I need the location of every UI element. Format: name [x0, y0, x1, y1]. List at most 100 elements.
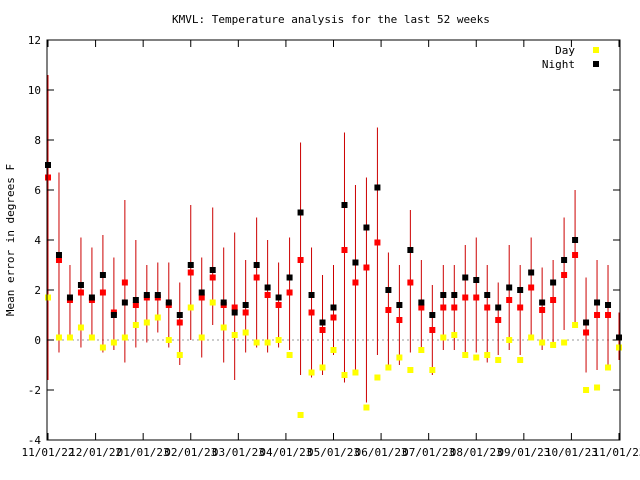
- mean-point: [495, 317, 502, 323]
- mean-point: [572, 252, 579, 258]
- night-point: [66, 294, 73, 301]
- night-point: [407, 247, 414, 253]
- day-point: [605, 364, 612, 371]
- night-point: [462, 274, 469, 281]
- day-point: [594, 384, 601, 391]
- night-point: [352, 259, 359, 266]
- night-point: [308, 292, 315, 298]
- night-point: [55, 252, 62, 258]
- day-point: [550, 342, 557, 348]
- chart-title: KMVL: Temperature analysis for the last …: [172, 13, 490, 26]
- legend-night-swatch: [593, 61, 599, 67]
- mean-point: [583, 329, 590, 336]
- mean-point: [396, 317, 403, 323]
- night-point: [605, 302, 612, 308]
- mean-point: [264, 292, 271, 298]
- night-point: [77, 282, 84, 288]
- night-point: [506, 284, 513, 291]
- y-tick-label: 2: [34, 284, 41, 297]
- night-point: [198, 289, 205, 296]
- day-point: [352, 369, 359, 376]
- night-point: [528, 269, 535, 276]
- mean-point: [132, 302, 139, 308]
- night-point: [99, 272, 106, 278]
- mean-point: [253, 274, 260, 281]
- day-point: [451, 332, 458, 338]
- mean-point: [330, 314, 337, 321]
- mean-point: [198, 294, 205, 301]
- day-point: [528, 334, 535, 341]
- y-tick-label: 4: [34, 234, 41, 247]
- day-point: [583, 387, 590, 393]
- y-tick-label: 0: [34, 334, 41, 347]
- day-point: [99, 344, 106, 351]
- legend-day-label: Day: [555, 44, 575, 57]
- night-point: [495, 304, 502, 311]
- x-tick-label: 09/01/23: [497, 446, 550, 459]
- mean-point: [275, 302, 282, 308]
- night-point: [572, 237, 579, 243]
- day-point: [616, 344, 622, 351]
- day-point: [242, 329, 249, 336]
- night-point: [440, 292, 447, 298]
- day-point: [473, 354, 480, 361]
- night-point: [385, 287, 392, 293]
- day-point: [154, 314, 161, 321]
- day-point: [385, 364, 392, 371]
- day-point: [418, 347, 425, 353]
- night-point: [594, 299, 601, 306]
- mean-point: [176, 319, 183, 326]
- night-point: [110, 312, 117, 318]
- x-tick-label: 02/01/23: [164, 446, 217, 459]
- day-point: [429, 367, 436, 373]
- night-point: [319, 319, 326, 326]
- day-point: [45, 294, 51, 301]
- night-point: [330, 304, 337, 311]
- error-bars: [47, 75, 620, 403]
- mean-point: [187, 269, 194, 276]
- night-point: [143, 292, 150, 298]
- day-point: [308, 369, 315, 376]
- day-point: [297, 412, 304, 418]
- mean-point: [418, 304, 425, 311]
- mean-point: [484, 304, 491, 311]
- plot-frame: [46, 39, 621, 441]
- mean-point: [561, 272, 568, 278]
- night-point: [220, 299, 227, 306]
- x-tick-label: 12/01/22: [69, 446, 122, 459]
- night-point: [286, 274, 293, 281]
- mean-point: [517, 304, 524, 311]
- x-tick-label: 01/01/23: [117, 446, 170, 459]
- mean-point: [528, 284, 535, 291]
- night-point: [176, 312, 183, 318]
- night-point: [45, 162, 51, 168]
- mean-point: [121, 279, 128, 286]
- night-point: [275, 294, 282, 301]
- night-point: [583, 319, 590, 326]
- night-point: [231, 309, 238, 316]
- x-axis-ticks: 11/01/2212/01/2201/01/2302/01/2303/01/23…: [22, 40, 640, 459]
- day-point: [484, 352, 491, 358]
- day-point: [121, 334, 128, 341]
- x-tick-label: 05/01/23: [307, 446, 360, 459]
- day-point: [539, 339, 546, 346]
- night-point: [374, 184, 381, 191]
- legend-day-swatch: [593, 47, 599, 53]
- night-point: [253, 262, 260, 268]
- night-point: [473, 277, 480, 283]
- x-tick-label: 03/01/23: [212, 446, 265, 459]
- mean-point: [594, 312, 601, 318]
- day-point: [506, 337, 513, 343]
- night-point: [154, 292, 161, 298]
- day-point: [572, 322, 579, 328]
- day-point: [220, 324, 227, 331]
- day-point: [110, 339, 117, 346]
- day-point: [286, 352, 293, 358]
- night-point: [297, 209, 304, 216]
- night-point: [165, 299, 172, 306]
- day-point: [275, 337, 282, 343]
- mean-point: [45, 174, 51, 181]
- y-tick-label: 12: [28, 34, 41, 47]
